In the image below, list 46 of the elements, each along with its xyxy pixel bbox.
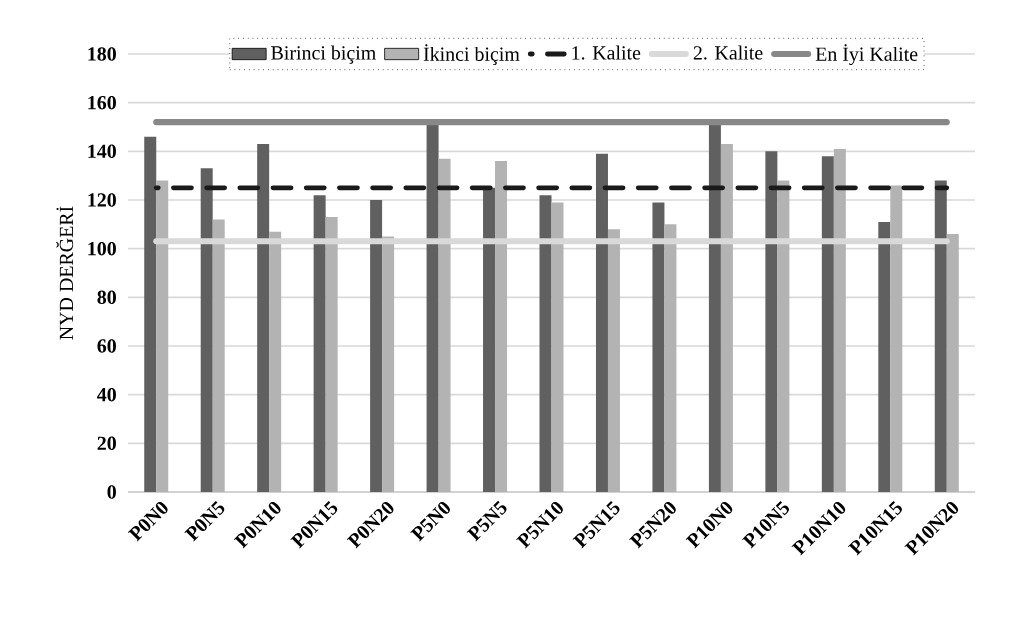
bar xyxy=(313,195,326,492)
bar xyxy=(821,156,834,492)
bar xyxy=(382,236,395,492)
bar xyxy=(156,180,169,492)
bar xyxy=(212,219,225,492)
legend-label: 2. Kalite xyxy=(693,45,763,60)
y-tick-label: 160 xyxy=(88,95,116,110)
bar xyxy=(495,161,508,492)
bar xyxy=(269,231,282,492)
y-tick-label: 140 xyxy=(88,144,116,159)
y-axis-title: NYD DERĞERİ xyxy=(56,206,74,340)
y-tick-label: 80 xyxy=(97,290,116,305)
legend-label: 1. Kalite xyxy=(572,45,641,60)
bar xyxy=(370,199,383,492)
bar xyxy=(664,224,677,492)
bar xyxy=(325,217,338,492)
bar xyxy=(144,136,157,492)
y-tick-label: 60 xyxy=(97,339,116,353)
bar xyxy=(200,168,213,492)
legend-label: İkinci biçim xyxy=(423,44,520,65)
bar xyxy=(551,202,564,492)
bar xyxy=(438,158,451,492)
bar xyxy=(595,153,608,492)
bar xyxy=(257,144,270,492)
y-tick-label: 180 xyxy=(88,47,116,61)
y-tick-label: 100 xyxy=(88,241,116,256)
y-tick-label: 120 xyxy=(88,193,116,207)
bar xyxy=(483,187,496,492)
y-tick-label: 40 xyxy=(97,387,116,402)
bar xyxy=(607,229,620,492)
legend-label: En İyi Kalite xyxy=(815,44,918,66)
bar xyxy=(890,185,903,492)
bar xyxy=(934,180,947,492)
y-tick-label: 0 xyxy=(107,485,116,499)
bar xyxy=(833,148,846,492)
bar xyxy=(720,144,733,492)
legend-label: Birinci biçim xyxy=(271,45,376,64)
bar xyxy=(878,221,891,492)
bar xyxy=(765,151,778,492)
bar xyxy=(539,195,552,492)
bar xyxy=(708,124,721,492)
bar xyxy=(777,180,790,492)
bar xyxy=(652,202,665,492)
bar xyxy=(946,234,959,492)
bar xyxy=(426,124,439,492)
y-tick-label: 20 xyxy=(97,436,116,451)
